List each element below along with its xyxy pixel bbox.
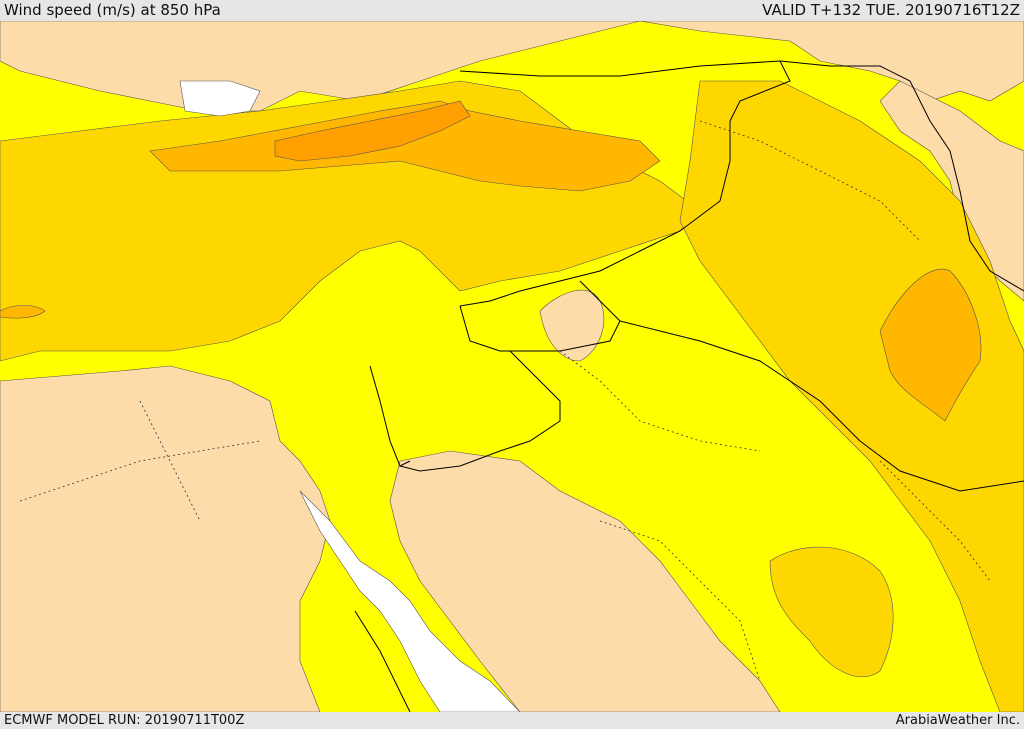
- orange-light-zagros: [879, 268, 982, 422]
- orange-core-north: [274, 100, 471, 162]
- map-canvas: [0, 21, 1024, 712]
- model-run-label: ECMWF MODEL RUN: 20190711T00Z: [4, 713, 245, 728]
- country-borders: [354, 60, 1024, 712]
- wind-speed-map: [0, 21, 1024, 712]
- peach-region-jordan: [539, 289, 605, 362]
- peach-region-egypt: [0, 365, 331, 712]
- white-patch-north: [179, 80, 261, 117]
- map-title: Wind speed (m/s) at 850 hPa: [4, 1, 221, 19]
- orange-light-core-north: [149, 100, 661, 192]
- credit-label: ArabiaWeather Inc.: [895, 713, 1020, 728]
- header-bar: Wind speed (m/s) at 850 hPa VALID T+132 …: [0, 0, 1024, 21]
- gold-band-iraq: [679, 80, 1024, 712]
- red-sea: [299, 490, 521, 712]
- peach-region-arabia: [389, 450, 781, 712]
- peach-region-north: [0, 21, 1024, 112]
- internal-boundaries: [19, 120, 991, 682]
- footer-bar: ECMWF MODEL RUN: 20190711T00Z ArabiaWeat…: [0, 712, 1024, 729]
- valid-time: VALID T+132 TUE. 20190716T12Z: [762, 1, 1020, 19]
- gold-region-saudi-east: [769, 546, 894, 678]
- orange-light-west: [0, 305, 46, 319]
